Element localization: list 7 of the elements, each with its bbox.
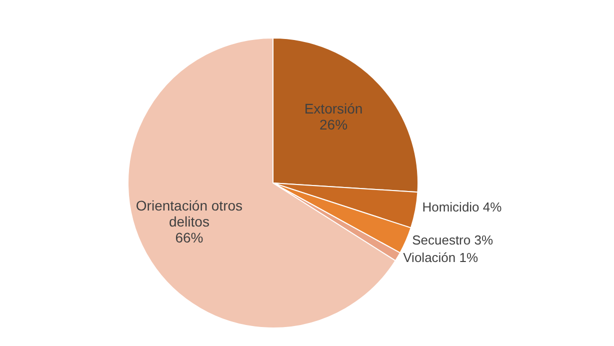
slice-label: Secuestro 3%: [412, 232, 494, 248]
slice-label: Homicidio 4%: [422, 199, 502, 214]
slice-label: Violación 1%: [403, 250, 478, 265]
data-label: 26%: [320, 116, 348, 132]
slice-label: Extorsión: [304, 100, 363, 116]
slice-label: Orientación otros delitos: [136, 197, 243, 230]
data-label: 66%: [175, 229, 204, 246]
